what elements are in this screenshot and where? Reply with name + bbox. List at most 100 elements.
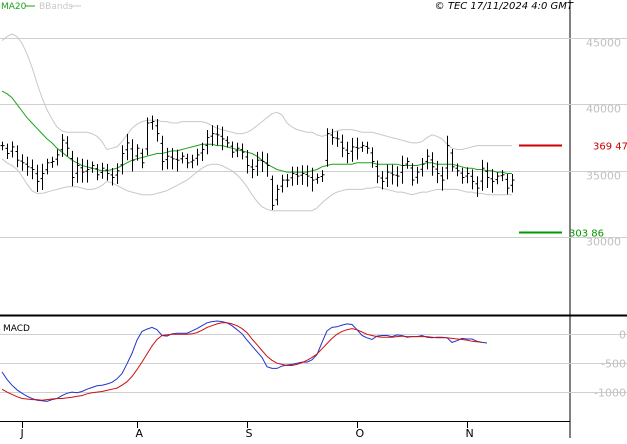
macd-grid [0, 334, 627, 393]
price-bar [55, 149, 60, 166]
price-bar [225, 136, 230, 148]
price-bar [395, 166, 400, 187]
price-bar [260, 151, 265, 172]
price-bar [405, 157, 410, 169]
price-bar [75, 157, 80, 183]
price-bar [305, 165, 310, 187]
macd-tick-label: -1000 [594, 387, 626, 400]
price-bar [320, 170, 325, 182]
price-bar [355, 137, 360, 160]
price-bar [155, 119, 160, 142]
price-bar [125, 133, 130, 161]
time-tick-label: O [356, 427, 365, 440]
time-tick-label: N [466, 427, 474, 440]
price-bar [325, 128, 330, 167]
macd-lines [1, 320, 488, 402]
price-bar [505, 174, 510, 195]
price-bar [285, 174, 290, 188]
price-bar [105, 163, 110, 181]
macd-axis: 0 -500 -1000 [594, 329, 626, 400]
price-levels: 369 47 303 86 [519, 142, 627, 240]
price-bar [450, 149, 455, 172]
price-bar [425, 149, 430, 170]
price-bar [315, 173, 320, 184]
price-axis: 30000 35000 40000 45000 [586, 37, 621, 249]
price-bar [235, 142, 240, 158]
price-bar [255, 151, 260, 176]
price-bar [275, 184, 280, 206]
price-bar [290, 166, 295, 186]
price-tick-label: 40000 [586, 103, 621, 116]
price-bar [195, 148, 200, 166]
price-bar [10, 141, 15, 158]
price-bar [65, 136, 70, 157]
price-bar [5, 143, 10, 159]
time-tick-label: J [20, 427, 24, 440]
price-bar [140, 148, 145, 169]
price-bar [500, 170, 505, 182]
price-bar [340, 134, 345, 158]
price-bar [480, 159, 485, 191]
price-bar [460, 167, 465, 184]
price-bar [70, 150, 75, 187]
price-bar [270, 175, 275, 210]
bbands-upper-line [1, 33, 512, 151]
price-bar [215, 125, 220, 146]
price-bar [350, 137, 355, 162]
macd-tick-label: 0 [619, 329, 626, 342]
price-bar [495, 172, 500, 185]
price-bar [190, 154, 195, 169]
price-bar [80, 158, 85, 183]
price-bar [390, 164, 395, 185]
price-tick-label: 30000 [586, 236, 621, 249]
macd-panel-label: MACD [3, 324, 30, 334]
price-bar [380, 171, 385, 190]
price-bar [465, 167, 470, 184]
time-tick-label: S [246, 427, 253, 440]
price-bar [165, 147, 170, 170]
price-bar [265, 153, 270, 177]
price-bar [0, 141, 5, 151]
price-bar [490, 169, 495, 193]
price-bar [205, 130, 210, 155]
time-tick-label: A [136, 427, 144, 440]
price-bar [250, 159, 255, 179]
price-bar [310, 167, 315, 192]
bbands-legend-label: BBands [39, 2, 73, 12]
price-bar [335, 131, 340, 147]
price-bar [95, 164, 100, 181]
price-bar [115, 163, 120, 184]
price-bar [295, 166, 300, 185]
price-bar [370, 147, 375, 168]
price-bar [510, 174, 515, 193]
price-bar [330, 128, 335, 145]
price-bar [365, 141, 370, 154]
price-bar [410, 163, 415, 186]
price-bar [400, 155, 405, 184]
price-bar [60, 134, 65, 157]
price-bar [90, 161, 95, 173]
resistance-label: 369 47 [593, 142, 627, 153]
price-bar [420, 158, 425, 177]
price-bar [100, 162, 105, 179]
price-bar [440, 166, 445, 191]
price-bar [200, 142, 205, 161]
price-bar [230, 141, 235, 158]
price-bar [20, 154, 25, 171]
macd-line [1, 320, 488, 402]
price-bar [15, 145, 20, 168]
bbands-lower-line [1, 158, 512, 212]
price-bar [25, 156, 30, 176]
price-bar [145, 117, 150, 156]
copyright-stamp: © TEC 17/11/2024 4:0 GMT [435, 1, 574, 12]
price-bar [280, 174, 285, 193]
price-bar [455, 163, 460, 177]
price-bar [415, 166, 420, 184]
price-bar [375, 160, 380, 184]
price-tick-label: 35000 [586, 170, 621, 183]
price-bar [245, 150, 250, 174]
price-bars [0, 115, 515, 210]
price-bar [40, 163, 45, 190]
